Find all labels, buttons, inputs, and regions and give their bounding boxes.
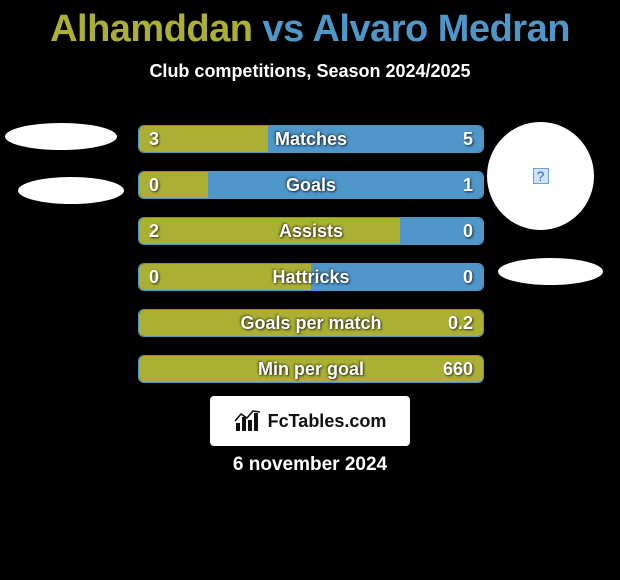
player2-avatar-small [498, 258, 603, 285]
player1-avatar-large [5, 123, 117, 150]
stat-label: Goals per match [139, 310, 483, 336]
stat-row: Hattricks0 0 [138, 263, 484, 291]
vs-text: vs [252, 8, 312, 50]
stat-value-right: 0 [463, 264, 473, 290]
stat-row: Goals per match0.2 [138, 309, 484, 337]
player1-avatar-small [18, 177, 124, 204]
stat-value-right: 0 [463, 218, 473, 244]
stat-value-right: 1 [463, 172, 473, 198]
stat-row: Assists2 0 [138, 217, 484, 245]
stat-label: Matches [139, 126, 483, 152]
stat-value-left: 0 [149, 172, 159, 198]
stat-row: Matches3 5 [138, 125, 484, 153]
stat-value-right: 0.2 [448, 310, 473, 336]
stat-value-left: 3 [149, 126, 159, 152]
stat-bars: Matches35Goals01Assists20Hattricks00Goal… [138, 125, 484, 401]
date-text: 6 november 2024 [0, 454, 620, 476]
stat-row: Min per goal660 [138, 355, 484, 383]
stat-value-right: 660 [443, 356, 473, 382]
stat-value-left: 2 [149, 218, 159, 244]
stat-value-left: 0 [149, 264, 159, 290]
stat-label: Assists [139, 218, 483, 244]
placeholder-icon: ? [533, 168, 549, 184]
player1-name: Alhamddan [50, 8, 252, 50]
page-title: Alhamddan vs Alvaro Medran [0, 0, 620, 51]
stat-row: Goals0 1 [138, 171, 484, 199]
player2-name: Alvaro Medran [312, 8, 569, 50]
player2-avatar-large: ? [487, 122, 594, 230]
stat-value-right: 5 [463, 126, 473, 152]
brand-text: FcTables.com [268, 411, 387, 432]
stat-label: Min per goal [139, 356, 483, 382]
stat-label: Goals [139, 172, 483, 198]
stat-label: Hattricks [139, 264, 483, 290]
subtitle: Club competitions, Season 2024/2025 [0, 61, 620, 82]
brand-chart-icon [234, 409, 262, 433]
brand-box: FcTables.com [210, 396, 410, 446]
